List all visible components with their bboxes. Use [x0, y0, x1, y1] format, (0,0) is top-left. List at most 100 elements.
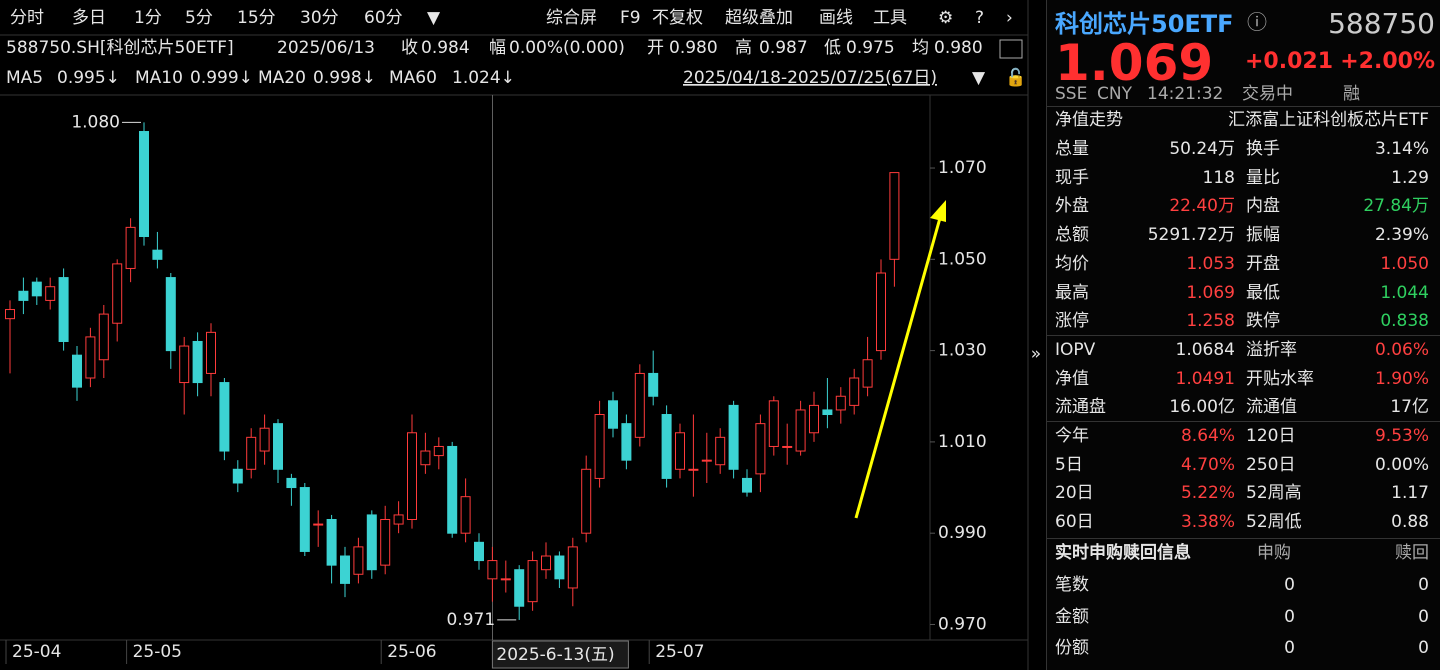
crosshair-box — [491, 640, 629, 669]
period-tab[interactable]: 60分 — [364, 8, 403, 28]
stat-value: 16.00亿 — [1169, 397, 1235, 418]
candle-body — [340, 555, 350, 584]
stat-value: 0.06% — [1374, 339, 1429, 360]
wp-icon[interactable] — [999, 39, 1023, 59]
period-tab[interactable]: 1分 — [134, 8, 162, 28]
x-tick-label: 25-04 — [12, 642, 61, 662]
candle-body — [460, 496, 471, 534]
candle-body — [541, 555, 551, 571]
lock-icon[interactable]: 🔓 — [1005, 67, 1026, 88]
candle-body — [621, 423, 632, 461]
stat-value: 4.70% — [1180, 454, 1235, 475]
info-item: 高 — [735, 38, 752, 58]
stat-label: IOPV — [1055, 339, 1096, 360]
help-icon[interactable]: ? — [975, 8, 984, 28]
candle-body — [165, 277, 176, 352]
price: 1.069 — [1055, 34, 1214, 92]
candle-body — [85, 336, 96, 379]
tool-button[interactable]: 超级叠加 — [725, 8, 793, 28]
nav-label[interactable]: 净值走势 — [1055, 110, 1123, 130]
stat-value: 2.39% — [1374, 225, 1429, 246]
stat-value: 5291.72万 — [1147, 225, 1235, 246]
range-dropdown[interactable]: ▼ — [972, 68, 986, 88]
candle-body — [232, 468, 243, 484]
candle-body — [273, 423, 283, 470]
ma-name: MA60 — [389, 68, 437, 88]
y-tick-label: 1.050 — [938, 249, 987, 269]
stat-value: 27.84万 — [1363, 196, 1429, 217]
candle-body — [500, 578, 511, 581]
stat-label: 溢折率 — [1246, 339, 1297, 360]
tool-button[interactable]: F9 — [620, 8, 641, 28]
candle-body — [219, 382, 230, 452]
next-icon[interactable]: › — [1006, 8, 1013, 28]
candle-body — [313, 523, 324, 526]
tool-button[interactable]: 画线 — [819, 8, 853, 28]
margin-tag[interactable]: 融 — [1343, 84, 1360, 104]
x-tick-label: 25-05 — [133, 642, 182, 662]
stat-label: 52周低 — [1246, 512, 1302, 533]
y-tick-label: 0.990 — [938, 523, 987, 543]
period-tab[interactable]: 30分 — [300, 8, 339, 28]
expand-icon[interactable]: » — [1031, 344, 1041, 364]
tool-button[interactable]: 工具 — [873, 8, 907, 28]
tool-button[interactable]: 综合屏 — [546, 8, 597, 28]
candle-body — [862, 359, 873, 388]
candle-body — [835, 395, 846, 411]
period-tab[interactable]: 多日 — [72, 8, 106, 28]
y-tick-label: 0.970 — [938, 614, 987, 634]
stat-value: 22.40万 — [1169, 196, 1235, 217]
stat-value: 1.90% — [1374, 368, 1429, 389]
ma-name: MA10 — [135, 68, 183, 88]
stat-value: 1.053 — [1186, 253, 1235, 274]
trend-arrow — [854, 200, 946, 519]
tool-button[interactable]: 不复权 — [652, 8, 703, 28]
ma-value: 1.024↓ — [452, 68, 515, 88]
status: 交易中 — [1242, 84, 1293, 104]
stat-label: 净值 — [1055, 368, 1089, 389]
redemption-label: 笔数 — [1055, 575, 1089, 595]
stat-label: 内盘 — [1246, 196, 1280, 217]
redemption-value: 0 — [1418, 606, 1429, 627]
sep — [1047, 421, 1440, 422]
candle-body — [179, 345, 190, 384]
chart-panel: ▼ ⚙ ? › ▼ 🔓 » 分时 多日 1分 5分 15分 30分 60分 综合屏 F9 不复权 超… — [0, 0, 1042, 670]
stat-label: 最低 — [1246, 282, 1280, 303]
candle-body — [567, 546, 578, 589]
settings-icon[interactable]: ⚙ — [938, 8, 953, 28]
period-dropdown[interactable]: ▼ — [427, 8, 441, 28]
date-range[interactable]: 2025/04/18-2025/07/25(67日) — [683, 68, 937, 88]
candle-body — [407, 432, 417, 520]
period-tab[interactable]: 5分 — [185, 8, 213, 28]
fund-code: 588750 — [1328, 7, 1435, 40]
info-icon: ⓘ — [1247, 10, 1267, 34]
candle-body — [594, 414, 605, 479]
period-tab[interactable]: 分时 — [10, 8, 44, 28]
candle-body — [849, 377, 860, 406]
candle-body — [139, 131, 149, 237]
candle-body — [31, 281, 42, 297]
redemption-col: 赎回 — [1395, 543, 1429, 563]
stat-value: 5.22% — [1180, 483, 1235, 504]
candle-body — [889, 172, 900, 260]
info-item: 开 — [647, 38, 664, 58]
stat-label: 20日 — [1055, 483, 1094, 504]
redemption-value: 0 — [1284, 638, 1295, 658]
change: +0.021 — [1245, 49, 1334, 74]
candle-body — [675, 432, 685, 470]
x-tick-label: 25-06 — [387, 642, 436, 662]
stat-value: 0.838 — [1380, 311, 1429, 332]
candle-body — [876, 272, 886, 352]
candle-body — [634, 372, 645, 438]
arrow-shaft — [854, 217, 942, 519]
redemption-col: 申购 — [1257, 543, 1291, 563]
stat-label: 现手 — [1055, 167, 1089, 188]
y-tick-label: 1.070 — [938, 158, 987, 178]
stat-value: 1.0684 — [1175, 339, 1235, 360]
stat-value: 17亿 — [1390, 397, 1429, 418]
period-tab[interactable]: 15分 — [237, 8, 276, 28]
candle-body — [5, 309, 15, 320]
stat-label: 5日 — [1055, 454, 1083, 475]
info-item: 0.980 — [934, 38, 983, 58]
candle-body — [809, 404, 819, 434]
